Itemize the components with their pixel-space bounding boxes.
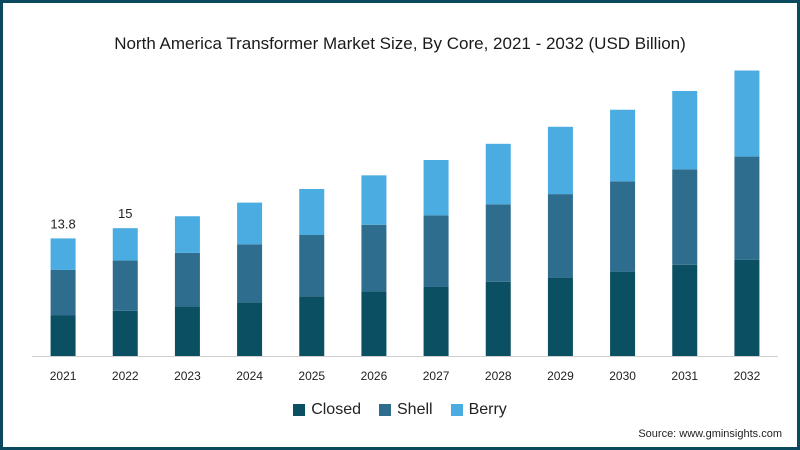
bar-berry-2024 [237, 202, 263, 245]
bar-berry-2022 [112, 228, 138, 261]
bar-closed-2021 [50, 315, 76, 356]
bar-shell-2023 [174, 252, 200, 307]
chart-title: North America Transformer Market Size, B… [114, 34, 686, 53]
bar-closed-2032 [734, 259, 760, 356]
data-label-2021: 13.8 [50, 216, 75, 231]
legend-swatch-berry [450, 404, 463, 416]
bar-shell-2021 [50, 269, 76, 316]
bar-closed-2024 [237, 302, 263, 356]
legend-item-closed: Closed [293, 401, 361, 419]
legend-swatch-shell [379, 404, 391, 416]
x-tick-label-2027: 2027 [423, 369, 450, 383]
bar-berry-2032 [734, 70, 760, 157]
bar-berry-2021 [50, 238, 76, 270]
bar-closed-2023 [174, 306, 200, 356]
legend-label-berry: Berry [468, 401, 507, 418]
bar-berry-2028 [485, 143, 511, 205]
bar-berry-2027 [423, 160, 449, 216]
bar-berry-2031 [672, 90, 698, 170]
bar-shell-2026 [361, 224, 387, 292]
bar-berry-2026 [361, 175, 387, 225]
bar-shell-2028 [485, 204, 511, 282]
x-tick-label-2026: 2026 [361, 369, 388, 383]
legend-label-closed: Closed [311, 401, 361, 418]
bar-closed-2022 [112, 310, 138, 356]
bar-shell-2024 [237, 244, 263, 303]
legend: Closed Shell Berry [0, 401, 800, 419]
x-tick-label-2032: 2032 [734, 369, 761, 383]
data-label-2022: 15 [118, 206, 132, 221]
bar-closed-2029 [547, 277, 573, 356]
bar-berry-2029 [547, 126, 573, 195]
x-tick-label-2023: 2023 [174, 369, 201, 383]
bar-shell-2029 [547, 194, 573, 278]
x-tick-label-2031: 2031 [671, 369, 698, 383]
bar-shell-2022 [112, 260, 138, 311]
bar-closed-2028 [485, 281, 511, 356]
bar-berry-2023 [174, 216, 200, 253]
x-tick-label-2022: 2022 [112, 369, 139, 383]
x-tick-label-2024: 2024 [236, 369, 263, 383]
source-note: Source: www.gminsights.com [638, 428, 782, 440]
bar-closed-2025 [299, 296, 325, 356]
bar-closed-2030 [610, 271, 636, 356]
bar-shell-2030 [610, 181, 636, 272]
bar-shell-2025 [299, 234, 325, 297]
x-tick-label-2025: 2025 [298, 369, 325, 383]
x-tick-label-2030: 2030 [609, 369, 636, 383]
bar-shell-2031 [672, 169, 698, 265]
legend-swatch-closed [293, 404, 306, 416]
x-tick-label-2029: 2029 [547, 369, 574, 383]
x-tick-label-2028: 2028 [485, 369, 512, 383]
bar-berry-2025 [299, 188, 325, 235]
bar-closed-2031 [672, 264, 698, 356]
bar-closed-2027 [423, 286, 449, 356]
legend-label-shell: Shell [397, 401, 433, 418]
bar-berry-2030 [610, 109, 636, 182]
legend-item-shell: Shell [379, 401, 433, 419]
bar-closed-2026 [361, 291, 387, 356]
legend-item-berry: Berry [450, 401, 507, 419]
bar-shell-2027 [423, 215, 449, 287]
x-tick-label-2021: 2021 [50, 369, 77, 383]
bar-shell-2032 [734, 156, 760, 260]
